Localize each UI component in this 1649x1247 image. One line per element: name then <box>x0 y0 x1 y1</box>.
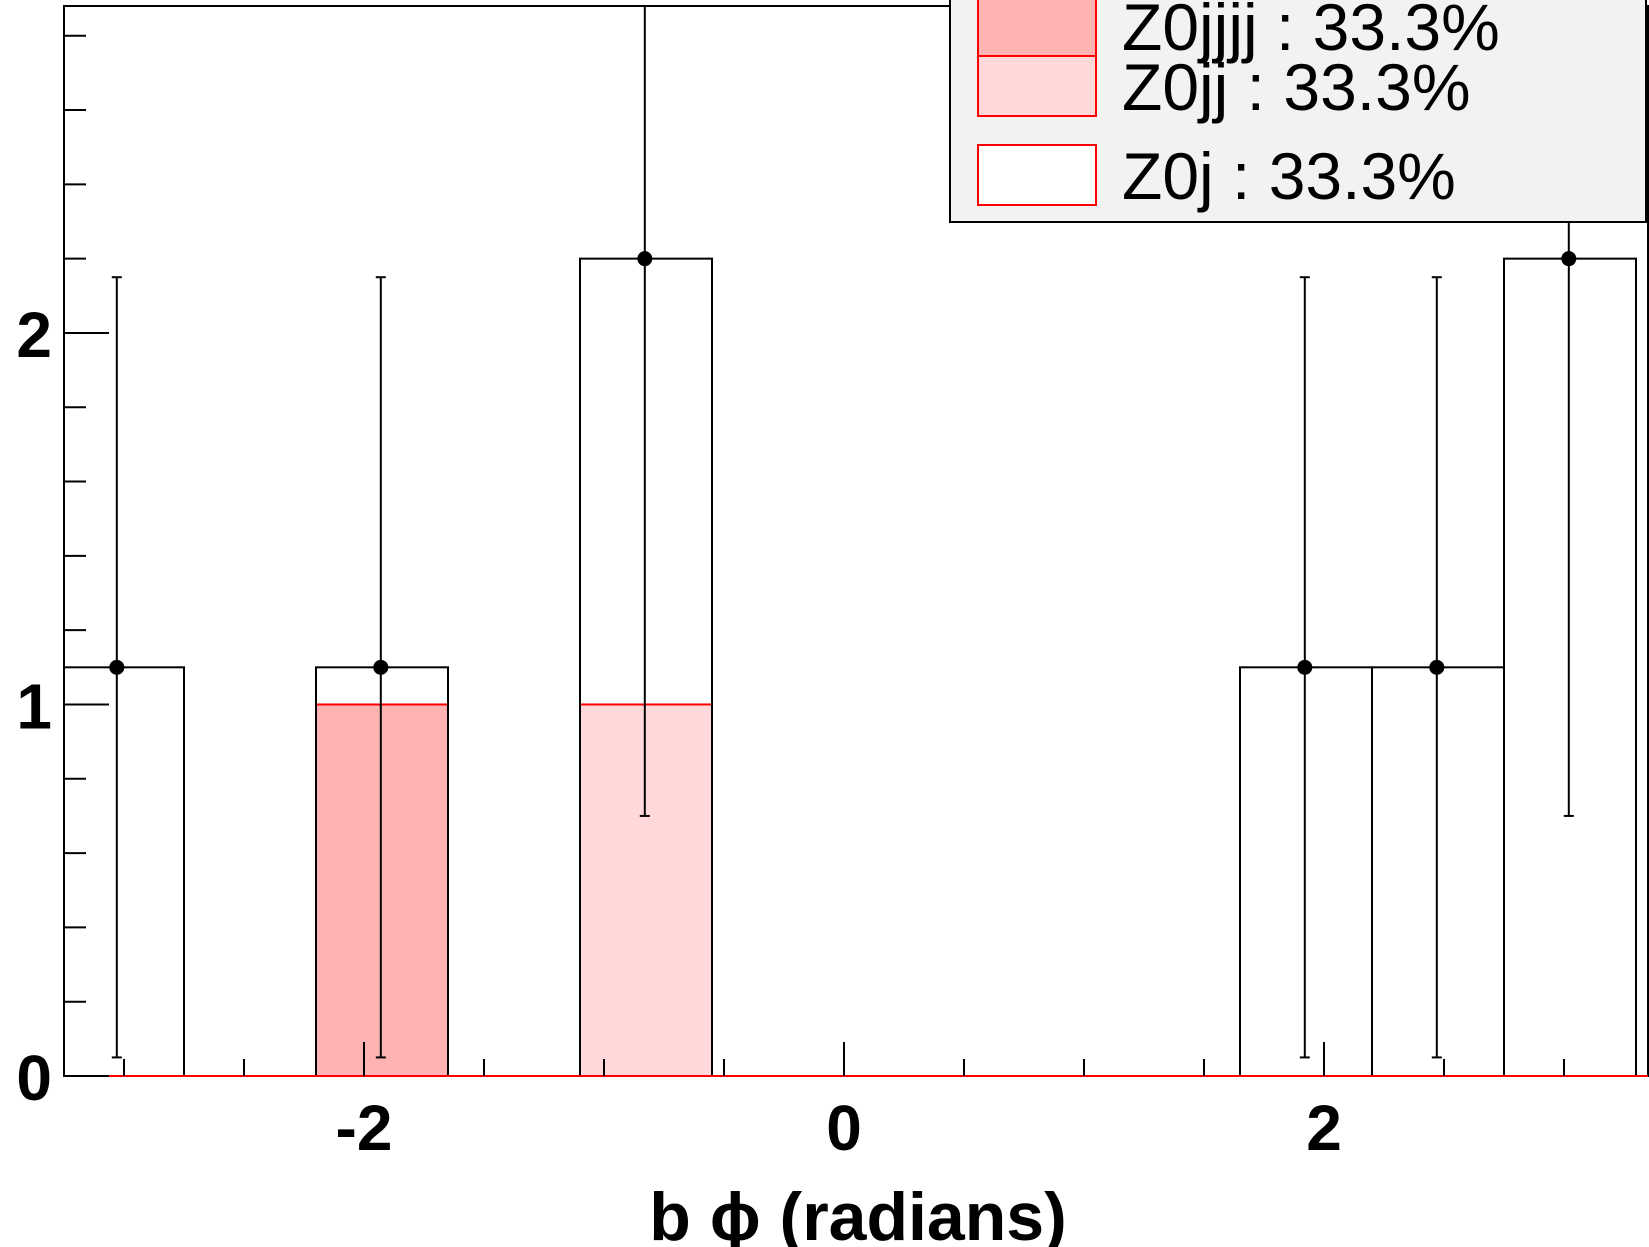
bar-series-0-bin-2 <box>315 703 449 1077</box>
y-tick-label: 1 <box>16 670 52 742</box>
y-tick-label: 0 <box>16 1042 52 1114</box>
legend-swatch-2 <box>977 144 1097 206</box>
data-point-0 <box>109 659 125 675</box>
x-tick-label: 0 <box>826 1092 862 1164</box>
data-point-3 <box>1297 659 1313 675</box>
bar-series-1-bin-4 <box>579 703 713 1077</box>
legend-label-1: Z0jj : 33.3% <box>1122 50 1471 124</box>
data-point-5 <box>1561 251 1577 267</box>
axes: 0 1 2 -2 0 2 <box>16 34 1565 1164</box>
legend-label-2: Z0j : 33.3% <box>1122 139 1456 213</box>
legend-swatch-0 <box>977 0 1097 57</box>
stacked-bars <box>315 703 713 1077</box>
legend: Z0jjjj : 33.3%Z0jj : 33.3% Z0j : 33.3% <box>949 0 1647 223</box>
x-axis-title: b ϕ (radians) <box>649 1179 1066 1247</box>
legend-label-0: Z0jjjj : 33.3% <box>1122 0 1500 64</box>
data-point-2 <box>637 251 653 267</box>
x-tick-label: -2 <box>336 1092 393 1164</box>
legend-swatch-1 <box>977 55 1097 117</box>
data-points <box>109 5 1577 1059</box>
x-tick-label: 2 <box>1306 1092 1342 1164</box>
data-point-1 <box>373 659 389 675</box>
y-tick-label: 2 <box>16 299 52 371</box>
data-point-4 <box>1429 659 1445 675</box>
